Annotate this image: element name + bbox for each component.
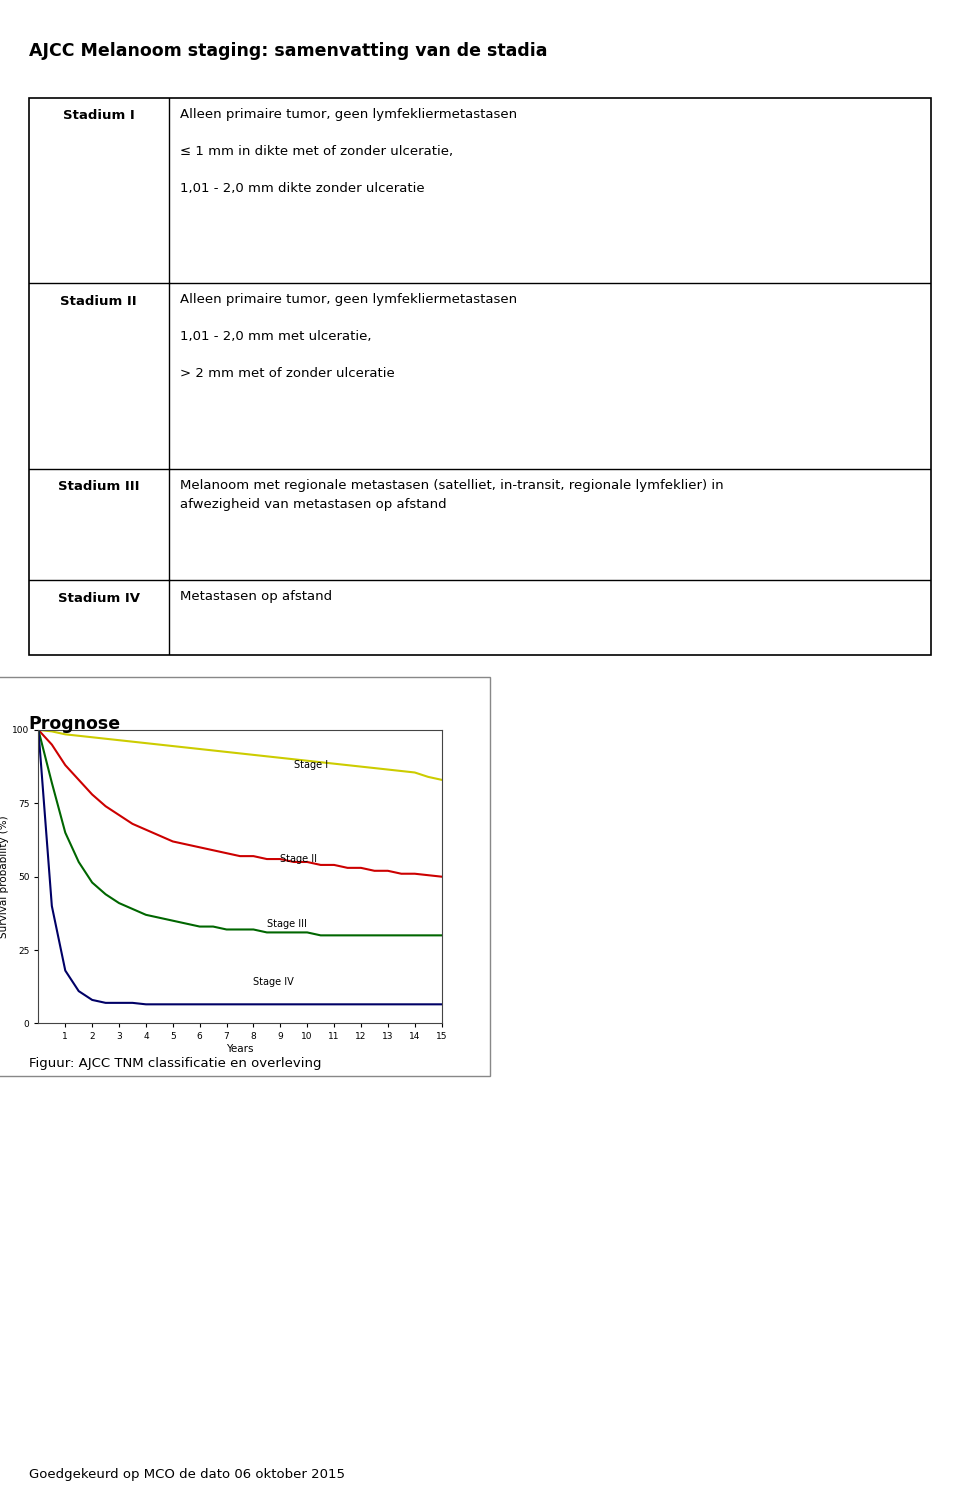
Text: Stadium II: Stadium II: [60, 295, 137, 307]
Text: Stage I: Stage I: [294, 760, 328, 771]
Text: Figuur: AJCC TNM classificatie en overleving: Figuur: AJCC TNM classificatie en overle…: [29, 1057, 322, 1070]
Text: Metastasen op afstand: Metastasen op afstand: [180, 590, 331, 604]
Text: Goedgekeurd op MCO de dato 06 oktober 2015: Goedgekeurd op MCO de dato 06 oktober 20…: [29, 1467, 345, 1481]
Text: Alleen primaire tumor, geen lymfekliermetastasen

1,01 - 2,0 mm met ulceratie,

: Alleen primaire tumor, geen lymfeklierme…: [180, 293, 516, 381]
Text: Alleen primaire tumor, geen lymfekliermetastasen

≤ 1 mm in dikte met of zonder : Alleen primaire tumor, geen lymfeklierme…: [180, 108, 516, 194]
X-axis label: Years: Years: [227, 1044, 253, 1054]
Text: Stadium IV: Stadium IV: [58, 591, 140, 605]
Text: Stage IV: Stage IV: [253, 977, 294, 987]
Y-axis label: Survival probability (%): Survival probability (%): [0, 816, 10, 938]
Text: Melanoom met regionale metastasen (satelliet, in-transit, regionale lymfeklier) : Melanoom met regionale metastasen (satel…: [180, 479, 723, 510]
Text: Prognose: Prognose: [29, 715, 121, 733]
Text: Stage III: Stage III: [267, 918, 307, 929]
Text: Stage II: Stage II: [280, 853, 318, 864]
Text: AJCC Melanoom staging: samenvatting van de stadia: AJCC Melanoom staging: samenvatting van …: [29, 42, 547, 60]
Text: Stadium I: Stadium I: [62, 108, 134, 122]
Text: Stadium III: Stadium III: [58, 480, 139, 494]
